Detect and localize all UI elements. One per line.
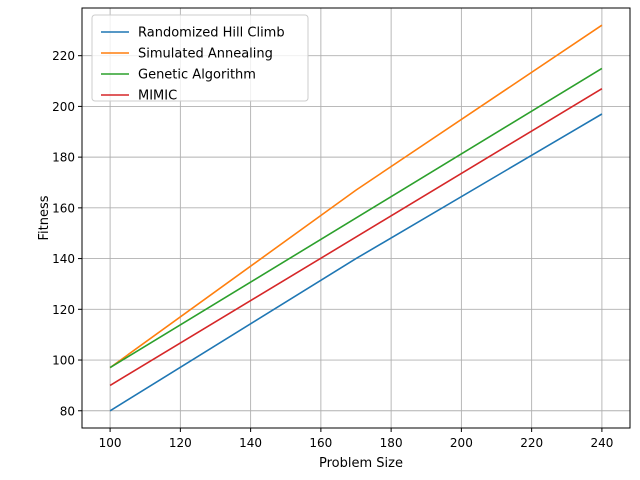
x-tick-label: 220 <box>520 436 543 450</box>
x-tick-label: 120 <box>169 436 192 450</box>
y-tick-label: 160 <box>52 201 75 215</box>
legend: Randomized Hill Climb Simulated Annealing… <box>91 14 309 104</box>
series-lines <box>109 24 603 412</box>
legend-entry-label: MIMIC <box>138 89 177 104</box>
y-tick-label: 80 <box>60 404 75 418</box>
legend-entry-label: Randomized Hill Climb <box>138 26 285 41</box>
plot-area-frame <box>81 7 631 429</box>
x-tick-label: 200 <box>450 436 473 450</box>
legend-box <box>91 14 309 102</box>
x-tick-label: 140 <box>239 436 262 450</box>
y-tick-label: 180 <box>52 151 75 165</box>
series-line-0 <box>109 113 603 412</box>
y-axis-label: Fitness <box>37 195 52 240</box>
x-axis-label: Problem Size <box>319 456 403 471</box>
series-line-1 <box>109 24 603 369</box>
legend-entry-label: Genetic Algorithm <box>138 68 256 83</box>
legend-entry-label: Simulated Annealing <box>138 47 273 62</box>
x-axis-ticks: 100 120 140 160 180 200 220 240 <box>99 428 613 450</box>
x-tick-label: 240 <box>590 436 613 450</box>
x-tick-label: 160 <box>309 436 332 450</box>
y-axis-ticks: 80 100 120 140 160 180 200 220 <box>52 49 82 418</box>
x-tick-label: 100 <box>99 436 122 450</box>
x-tick-label: 180 <box>380 436 403 450</box>
y-tick-label: 200 <box>52 100 75 114</box>
y-tick-label: 120 <box>52 303 75 317</box>
series-line-3 <box>109 88 603 387</box>
y-tick-label: 100 <box>52 354 75 368</box>
y-tick-label: 140 <box>52 252 75 266</box>
y-tick-label: 220 <box>52 49 75 63</box>
series-line-2 <box>109 67 603 369</box>
